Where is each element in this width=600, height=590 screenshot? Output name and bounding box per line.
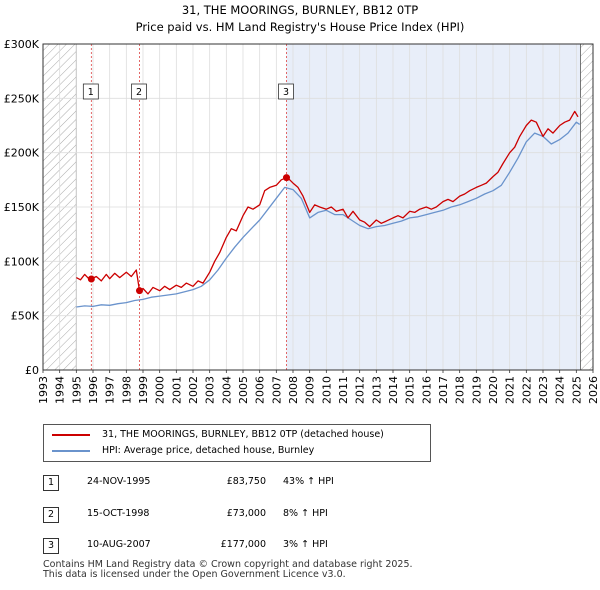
x-tick-label: 2024 [554, 376, 567, 404]
legend-swatch-price [52, 433, 90, 436]
x-tick-label: 1993 [37, 376, 50, 404]
sale-marker-badge: 3 [278, 83, 294, 100]
sale-marker-badge: 2 [131, 83, 147, 100]
x-tick-label: 1994 [54, 376, 67, 404]
sale-hpi-change: 43% ↑ HPI [283, 476, 334, 487]
x-tick-label: 2023 [537, 376, 550, 404]
price-chart: 31, THE MOORINGS, BURNLEY, BB12 0TP Pric… [4, 3, 600, 404]
footer-license: This data is licensed under the Open Gov… [43, 569, 346, 580]
footer-copyright: Contains HM Land Registry data © Crown c… [43, 559, 413, 570]
x-tick-label: 2000 [154, 376, 167, 404]
x-tick-label: 2009 [304, 376, 317, 404]
x-tick-label: 2014 [387, 376, 400, 404]
sale-marker-box [82, 83, 99, 100]
x-tick-label: 2008 [287, 376, 300, 404]
sale-marker-badge: 1 [82, 83, 99, 100]
sale-date: 10-AUG-2007 [87, 539, 151, 550]
x-tick-label: 1998 [120, 376, 133, 404]
x-tick-label: 2004 [220, 376, 233, 404]
x-tick-label: 2011 [337, 376, 350, 404]
x-tick-label: 2026 [587, 376, 600, 404]
x-tick-label: 2021 [504, 376, 517, 404]
x-tick-label: 2020 [487, 376, 500, 404]
chart-subtitle: Price paid vs. HM Land Registry's House … [136, 20, 465, 34]
sale-date: 24-NOV-1995 [87, 476, 151, 487]
y-tick-label: £300K [4, 38, 40, 51]
sale-marker-box [131, 83, 147, 100]
sale-point [136, 287, 143, 295]
chart-title: 31, THE MOORINGS, BURNLEY, BB12 0TP [182, 3, 418, 17]
sale-number-badge: 3 [43, 538, 59, 554]
sale-number-badge: 2 [43, 507, 59, 523]
sale-hpi-change: 8% ↑ HPI [283, 508, 328, 519]
legend-label-hpi: HPI: Average price, detached house, Burn… [102, 445, 315, 456]
sale-price: £73,000 [226, 508, 266, 519]
sale-marker-label: 1 [88, 87, 94, 98]
x-tick-label: 2019 [470, 376, 483, 404]
x-tick-label: 1995 [70, 376, 83, 404]
x-tick-label: 2018 [454, 376, 467, 404]
x-tick-label: 2017 [437, 376, 450, 404]
sale-marker-box [278, 83, 294, 100]
x-tick-label: 2022 [520, 376, 533, 404]
sale-price: £177,000 [220, 539, 266, 550]
sale-point [87, 275, 95, 283]
x-tick-label: 1997 [104, 376, 117, 404]
x-tick-label: 2010 [320, 376, 333, 404]
x-tick-label: 1996 [87, 376, 100, 404]
legend-item-price: 31, THE MOORINGS, BURNLEY, BB12 0TP (det… [52, 427, 384, 443]
y-tick-label: £200K [4, 147, 40, 160]
y-tick-label: £50K [11, 310, 40, 323]
x-tick-label: 2006 [254, 376, 267, 404]
y-tick-label: £150K [4, 201, 40, 214]
sale-marker-label: 3 [283, 87, 289, 98]
footer: Contains HM Land Registry data © Crown c… [43, 560, 413, 580]
x-tick-label: 2005 [237, 376, 250, 404]
legend-label-price: 31, THE MOORINGS, BURNLEY, BB12 0TP (det… [102, 429, 384, 440]
x-tick-label: 2002 [187, 376, 200, 404]
hpi-line [76, 121, 581, 308]
x-tick-label: 1999 [137, 376, 150, 404]
price-paid-line [75, 110, 579, 295]
sale-number-badge: 1 [43, 475, 59, 491]
plot-frame [42, 43, 594, 371]
sale-date: 15-OCT-1998 [87, 508, 150, 519]
x-tick-label: 2001 [170, 376, 183, 404]
x-tick-label: 2025 [570, 376, 583, 404]
x-tick-label: 2012 [354, 376, 367, 404]
sale-marker-label: 2 [136, 87, 142, 98]
y-tick-label: £100K [4, 255, 40, 268]
x-tick-label: 2015 [404, 376, 417, 404]
legend: 31, THE MOORINGS, BURNLEY, BB12 0TP (det… [43, 424, 431, 462]
x-tick-label: 2003 [204, 376, 217, 404]
y-tick-label: £0 [25, 364, 39, 377]
x-tick-label: 2013 [370, 376, 383, 404]
x-tick-label: 2016 [420, 376, 433, 404]
sale-point [283, 174, 290, 182]
x-tick-label: 2007 [270, 376, 283, 404]
sale-price: £83,750 [226, 476, 266, 487]
legend-swatch-hpi [52, 449, 90, 452]
sale-hpi-change: 3% ↑ HPI [283, 539, 328, 550]
legend-item-hpi: HPI: Average price, detached house, Burn… [52, 443, 314, 459]
y-tick-label: £250K [4, 92, 40, 105]
